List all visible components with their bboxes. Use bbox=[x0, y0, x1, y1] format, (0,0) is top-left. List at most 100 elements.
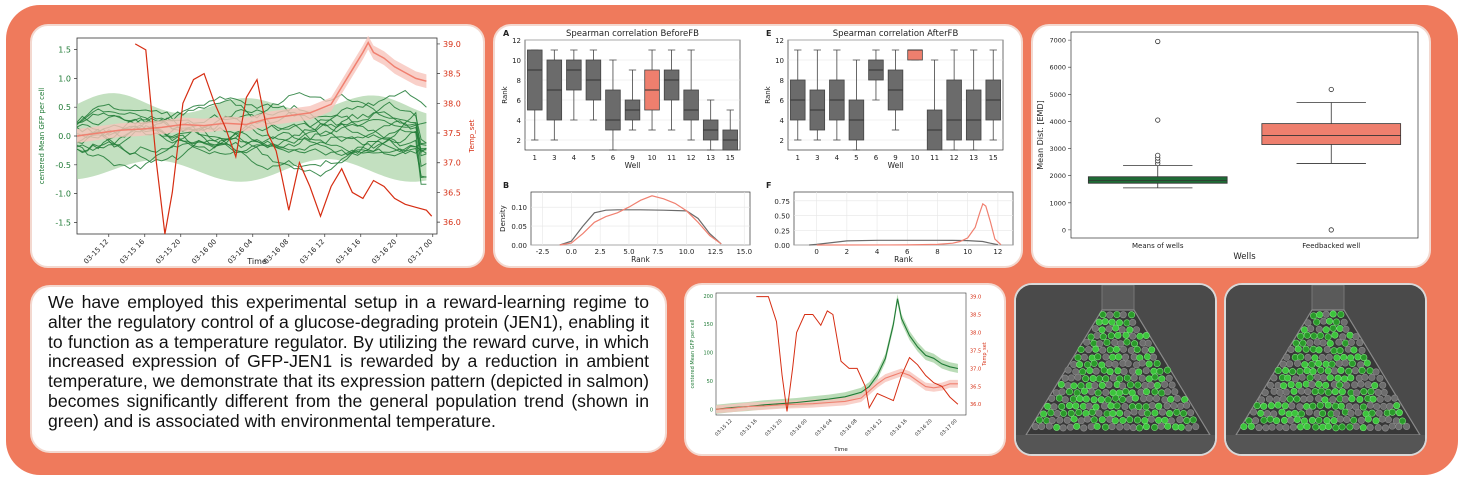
cell bbox=[1308, 361, 1316, 369]
cell bbox=[1304, 353, 1312, 361]
x-tick-label: 5 bbox=[854, 154, 858, 162]
cell bbox=[1308, 381, 1316, 389]
cell bbox=[1092, 345, 1100, 353]
channel-outlet bbox=[1016, 435, 1215, 454]
panel-title: Spearman correlation BeforeFB bbox=[566, 29, 699, 39]
cell bbox=[1289, 368, 1297, 376]
x-tick-label: Feedbacked well bbox=[1302, 242, 1360, 250]
cell bbox=[1337, 402, 1345, 410]
cell bbox=[1276, 423, 1284, 431]
cell bbox=[1126, 416, 1134, 424]
cell bbox=[1116, 423, 1124, 431]
cell bbox=[1287, 345, 1295, 353]
cell bbox=[1158, 389, 1166, 397]
y-tick-label: 8 bbox=[517, 77, 521, 85]
cell bbox=[1351, 367, 1359, 375]
cell bbox=[1307, 325, 1315, 333]
cell bbox=[1128, 389, 1136, 397]
x-tick-label: 0.0 bbox=[566, 248, 577, 256]
mean-distance-card: 0 1000 2000 3000 4000 5000 6000 7000 Mean Dist. … bbox=[1031, 24, 1431, 268]
cell bbox=[1294, 359, 1302, 367]
cell bbox=[1317, 387, 1325, 395]
x-axis-label: Rank bbox=[894, 255, 913, 264]
cell bbox=[1176, 416, 1184, 424]
panel-title: Spearman correlation AfterFB bbox=[833, 29, 959, 39]
cell bbox=[1300, 395, 1308, 403]
cell bbox=[1130, 408, 1138, 416]
cell bbox=[1332, 424, 1340, 432]
x-tick-label: 15 bbox=[726, 154, 735, 162]
cell bbox=[1257, 409, 1265, 417]
cell bbox=[1151, 373, 1159, 381]
cell bbox=[1282, 424, 1290, 432]
cell bbox=[1367, 388, 1375, 396]
cell bbox=[1331, 367, 1339, 375]
x-tick-label: 12.5 bbox=[708, 248, 724, 256]
y-tick-label: 0.5 bbox=[58, 103, 71, 112]
cell bbox=[1329, 310, 1337, 318]
cell bbox=[1306, 374, 1314, 382]
cell bbox=[1313, 318, 1321, 326]
x-tick-label: 10 bbox=[963, 248, 972, 256]
cell bbox=[1031, 423, 1039, 431]
cell bbox=[1138, 374, 1146, 382]
box bbox=[663, 69, 680, 101]
cell bbox=[1053, 410, 1061, 418]
cell bbox=[1315, 380, 1323, 388]
population-series-line bbox=[76, 101, 427, 149]
cell bbox=[1131, 394, 1139, 402]
cell bbox=[1092, 403, 1100, 411]
cell bbox=[1056, 416, 1064, 424]
channel-inlet bbox=[1101, 285, 1135, 311]
feedbacked-series-line bbox=[715, 371, 958, 410]
cell bbox=[1322, 360, 1330, 368]
x-axis-label: Time bbox=[246, 257, 267, 266]
y2-tick-label: 37.0 bbox=[970, 366, 981, 372]
cell bbox=[1108, 318, 1116, 326]
cell bbox=[1276, 388, 1284, 396]
cell bbox=[1170, 402, 1178, 410]
cell bbox=[1103, 338, 1111, 346]
cell bbox=[1090, 339, 1098, 347]
cell bbox=[1123, 423, 1131, 431]
cell bbox=[1379, 381, 1387, 389]
cell bbox=[1274, 367, 1282, 375]
cell bbox=[1089, 374, 1097, 382]
cell bbox=[1180, 409, 1188, 417]
cell bbox=[1324, 388, 1332, 396]
cell bbox=[1329, 324, 1337, 332]
cell bbox=[1329, 396, 1337, 404]
cell bbox=[1312, 423, 1320, 431]
cell bbox=[1290, 387, 1298, 395]
cell bbox=[1142, 403, 1150, 411]
x-axis-label: Wells bbox=[1233, 252, 1256, 262]
cell bbox=[1111, 360, 1119, 368]
population-series-line bbox=[715, 298, 959, 410]
cell bbox=[1122, 388, 1130, 396]
density-line bbox=[559, 209, 722, 246]
cell bbox=[1319, 409, 1327, 417]
cell bbox=[1173, 394, 1181, 402]
x-tick-label: 03-16 04 bbox=[814, 418, 834, 438]
cell bbox=[1326, 339, 1334, 347]
channel-outlet bbox=[1226, 435, 1425, 454]
cell bbox=[1113, 311, 1121, 319]
y2-tick-label: 38.5 bbox=[970, 313, 981, 319]
cell bbox=[1325, 353, 1333, 361]
cell bbox=[1127, 346, 1135, 354]
cell bbox=[1138, 409, 1146, 417]
cell bbox=[1116, 409, 1124, 417]
cell bbox=[1316, 401, 1324, 409]
x-tick-label: 10 bbox=[648, 154, 657, 162]
cell bbox=[1123, 410, 1131, 418]
cell bbox=[1102, 423, 1110, 431]
cell bbox=[1133, 345, 1141, 353]
cell bbox=[1403, 422, 1411, 430]
cell bbox=[1112, 324, 1120, 332]
cell bbox=[1072, 402, 1080, 410]
cell bbox=[1132, 326, 1140, 334]
cell bbox=[1058, 402, 1066, 410]
cell bbox=[1305, 408, 1313, 416]
y2-tick-label: 39.0 bbox=[970, 295, 981, 301]
cell bbox=[1119, 416, 1127, 424]
